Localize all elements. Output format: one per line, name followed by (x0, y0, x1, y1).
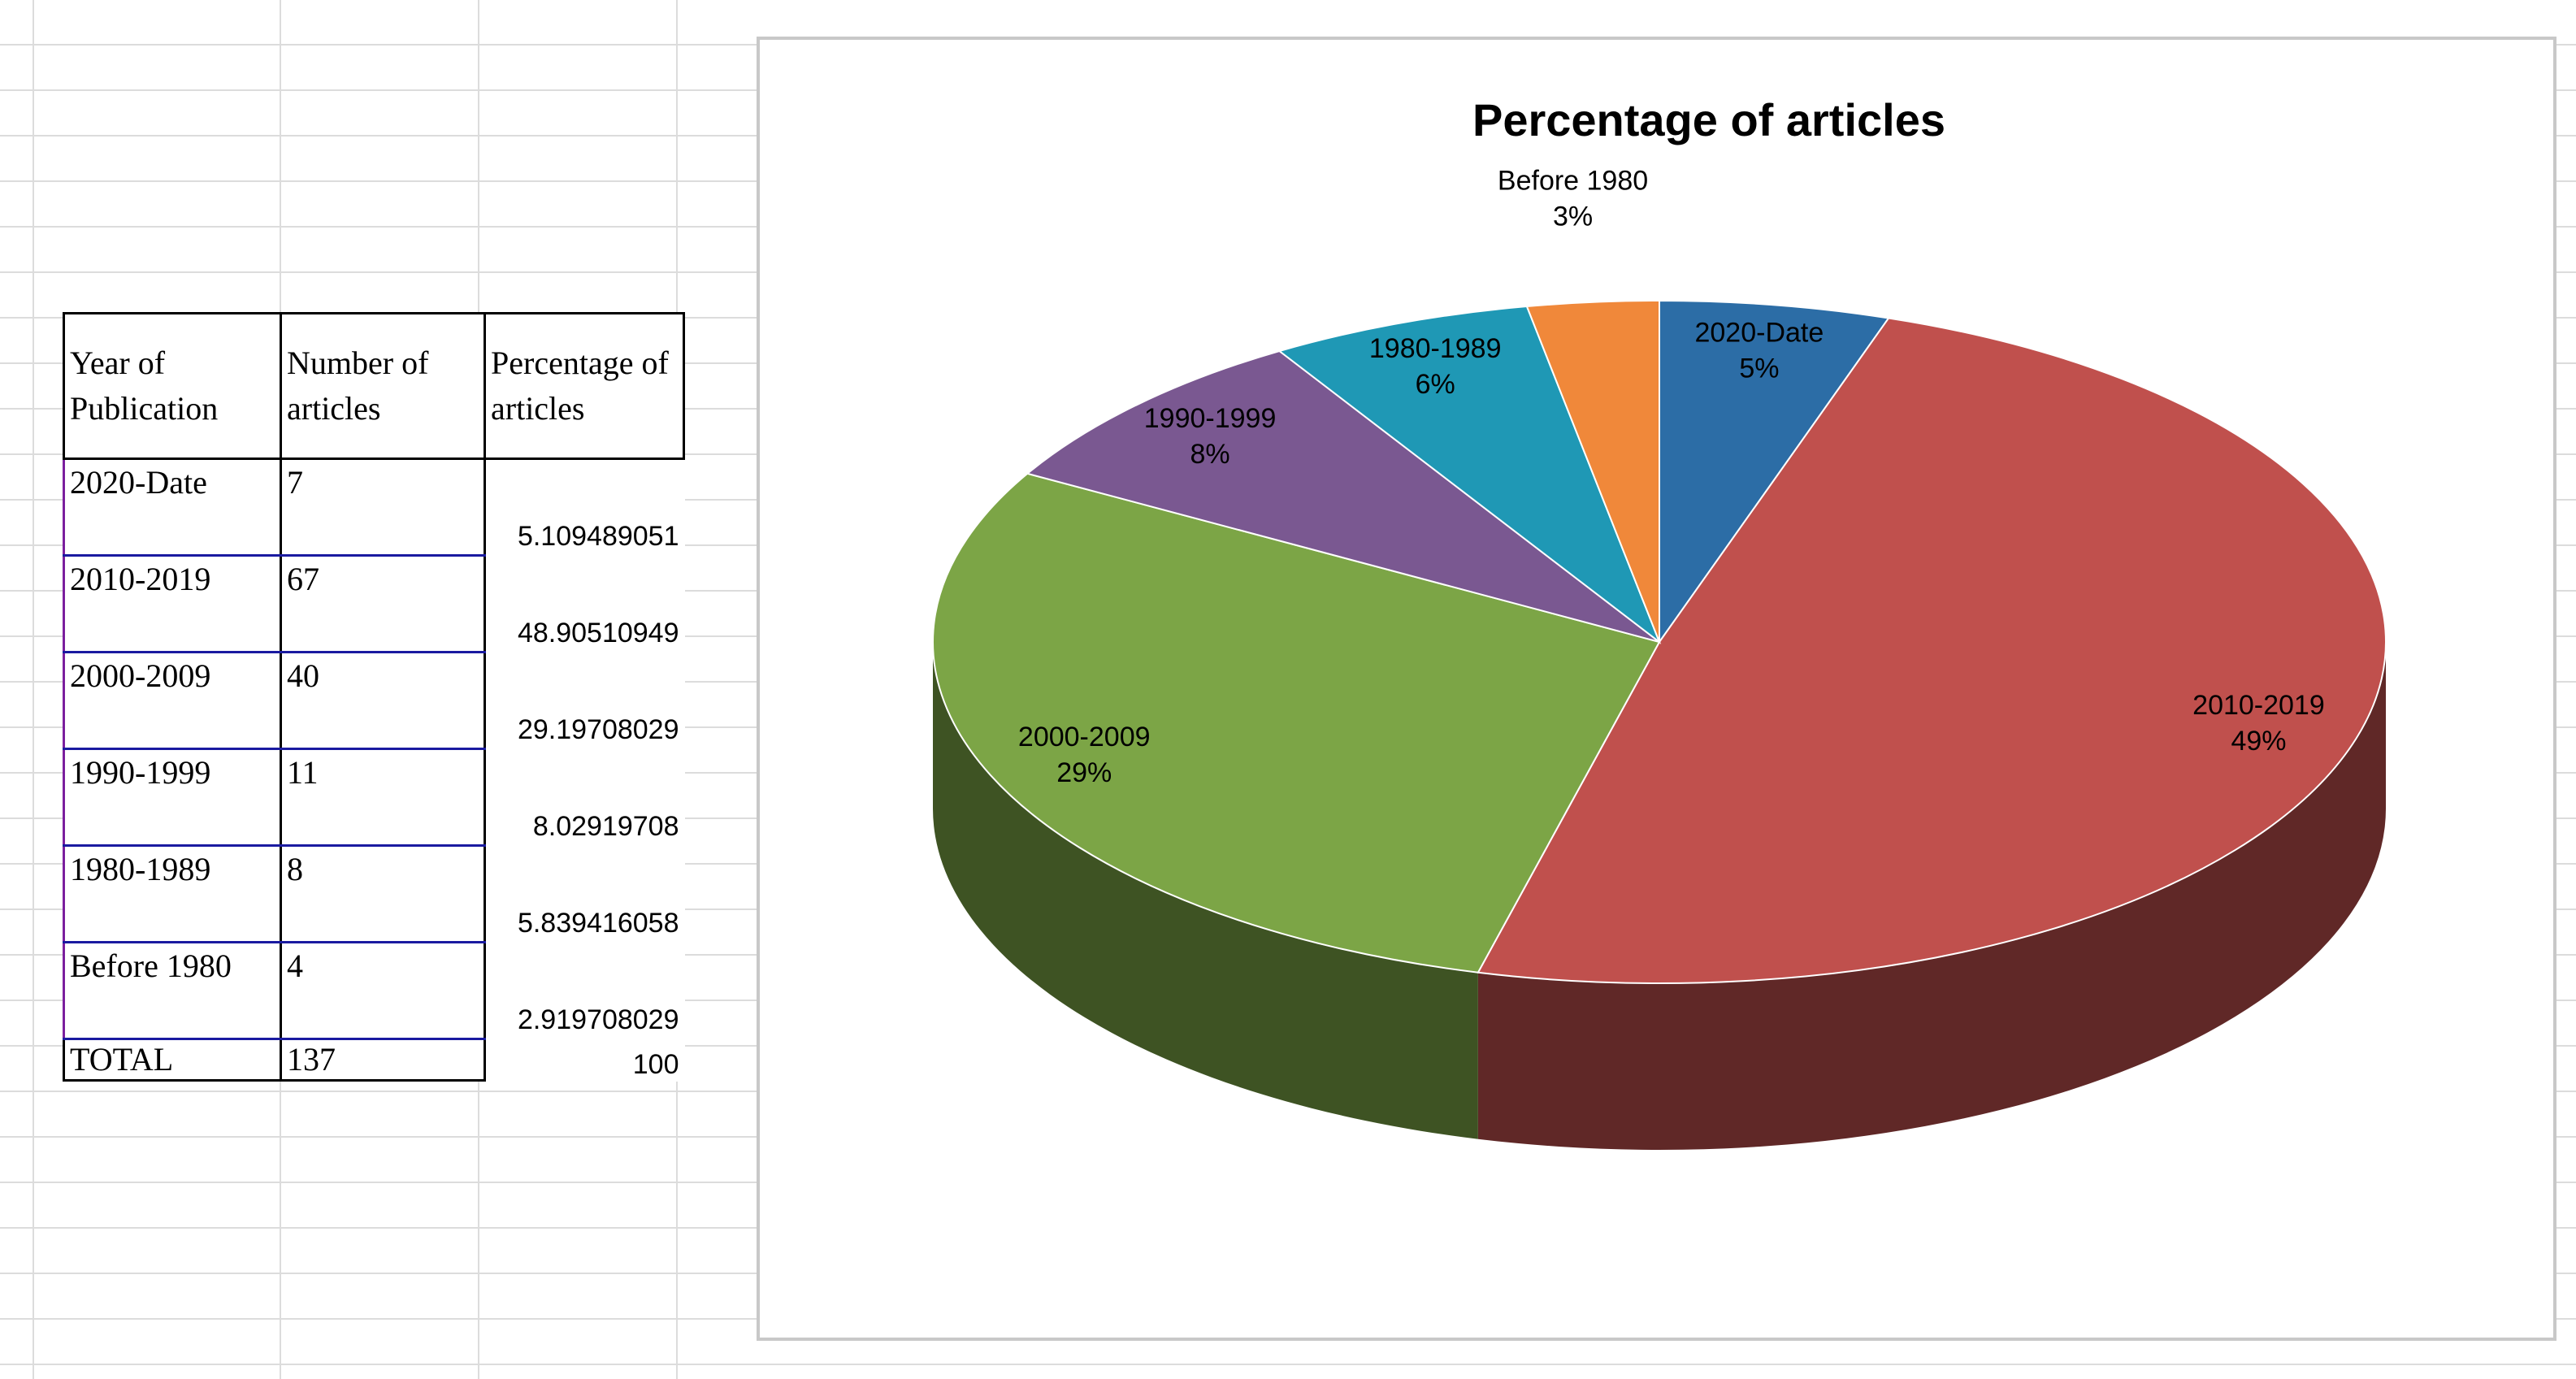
pie-slice (1525, 299, 1660, 643)
table-cell: 2010-2019 (63, 554, 282, 653)
table-cell: 100 (484, 1039, 684, 1081)
pie-slice (1277, 305, 1662, 644)
table-cell: 5.109489051 (484, 458, 684, 556)
slice-value-label: 3% (1553, 201, 1593, 232)
table-cell: 40 (280, 651, 486, 750)
table-cell: 137 (280, 1038, 486, 1082)
table-cell: 4 (280, 941, 486, 1040)
slice-label: 1990-1999 (1144, 403, 1277, 434)
pie-slice (932, 472, 1661, 974)
table-cell: 1980-1989 (63, 844, 282, 943)
slice-side (1477, 642, 2386, 1151)
table-cell: 29.19708029 (484, 652, 684, 749)
table-cell: Year of Publication (63, 312, 282, 460)
slice-value-label: 8% (1190, 439, 1230, 470)
table-row: 2010-2019 67 48.90510949 (63, 554, 684, 653)
table-cell: 8.02919708 (484, 748, 684, 846)
slice-side (933, 642, 1478, 1139)
slice-value-label: 49% (2231, 726, 2286, 757)
pie-slice (1477, 317, 2387, 984)
table-cell: Number of articles (280, 312, 486, 460)
pie-slice (1026, 349, 1660, 643)
table-cell: 2020-Date (63, 457, 282, 557)
table-row: 2020-Date 7 5.109489051 (63, 457, 684, 557)
table-cell: 11 (280, 748, 486, 847)
table-row: Before 1980 4 2.919708029 (63, 941, 684, 1040)
table-cell: 7 (280, 457, 486, 557)
slice-label: Before 1980 (1498, 165, 1648, 196)
table-cell: 2000-2009 (63, 651, 282, 750)
table-row: 1980-1989 8 5.839416058 (63, 844, 684, 943)
slice-value-label: 29% (1056, 757, 1112, 788)
table-cell: 5.839416058 (484, 845, 684, 943)
slice-label: 1980-1989 (1369, 333, 1502, 364)
table-cell: 67 (280, 554, 486, 653)
table-row: TOTAL 137 100 (63, 1038, 684, 1082)
slice-value-label: 6% (1416, 369, 1455, 400)
slice-value-label: 5% (1739, 353, 1779, 384)
table-cell: 8 (280, 844, 486, 943)
table-cell: TOTAL (63, 1038, 282, 1082)
slice-label: 2020-Date (1694, 317, 1824, 348)
table-cell: 48.90510949 (484, 555, 684, 653)
chart-title: Percentage of articles (1472, 94, 1945, 145)
slice-label: 2000-2009 (1018, 722, 1151, 752)
data-table: Year of Publication Number of articles Per… (63, 312, 685, 1082)
table-cell: 2.919708029 (484, 942, 684, 1039)
table-cell: 1990-1999 (63, 748, 282, 847)
table-row: 1990-1999 11 8.02919708 (63, 748, 684, 847)
slice-label: 2010-2019 (2192, 690, 2325, 721)
pie-slice (1659, 299, 1890, 645)
table-row: Year of Publication Number of articles Per… (63, 312, 685, 460)
table-cell: Percentage of articles (484, 312, 685, 460)
table-cell: Before 1980 (63, 941, 282, 1040)
table-row: 2000-2009 40 29.19708029 (63, 651, 684, 750)
